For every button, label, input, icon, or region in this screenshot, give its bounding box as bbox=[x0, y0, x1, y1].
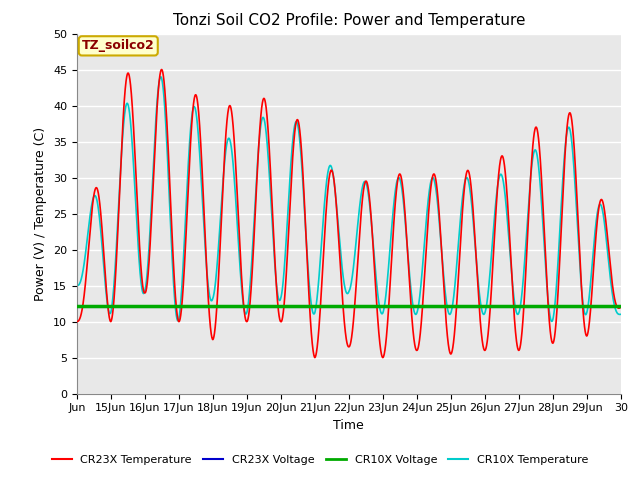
Text: TZ_soilco2: TZ_soilco2 bbox=[82, 39, 155, 52]
Title: Tonzi Soil CO2 Profile: Power and Temperature: Tonzi Soil CO2 Profile: Power and Temper… bbox=[173, 13, 525, 28]
Y-axis label: Power (V) / Temperature (C): Power (V) / Temperature (C) bbox=[35, 127, 47, 300]
Legend: CR23X Temperature, CR23X Voltage, CR10X Voltage, CR10X Temperature: CR23X Temperature, CR23X Voltage, CR10X … bbox=[47, 451, 593, 469]
X-axis label: Time: Time bbox=[333, 419, 364, 432]
